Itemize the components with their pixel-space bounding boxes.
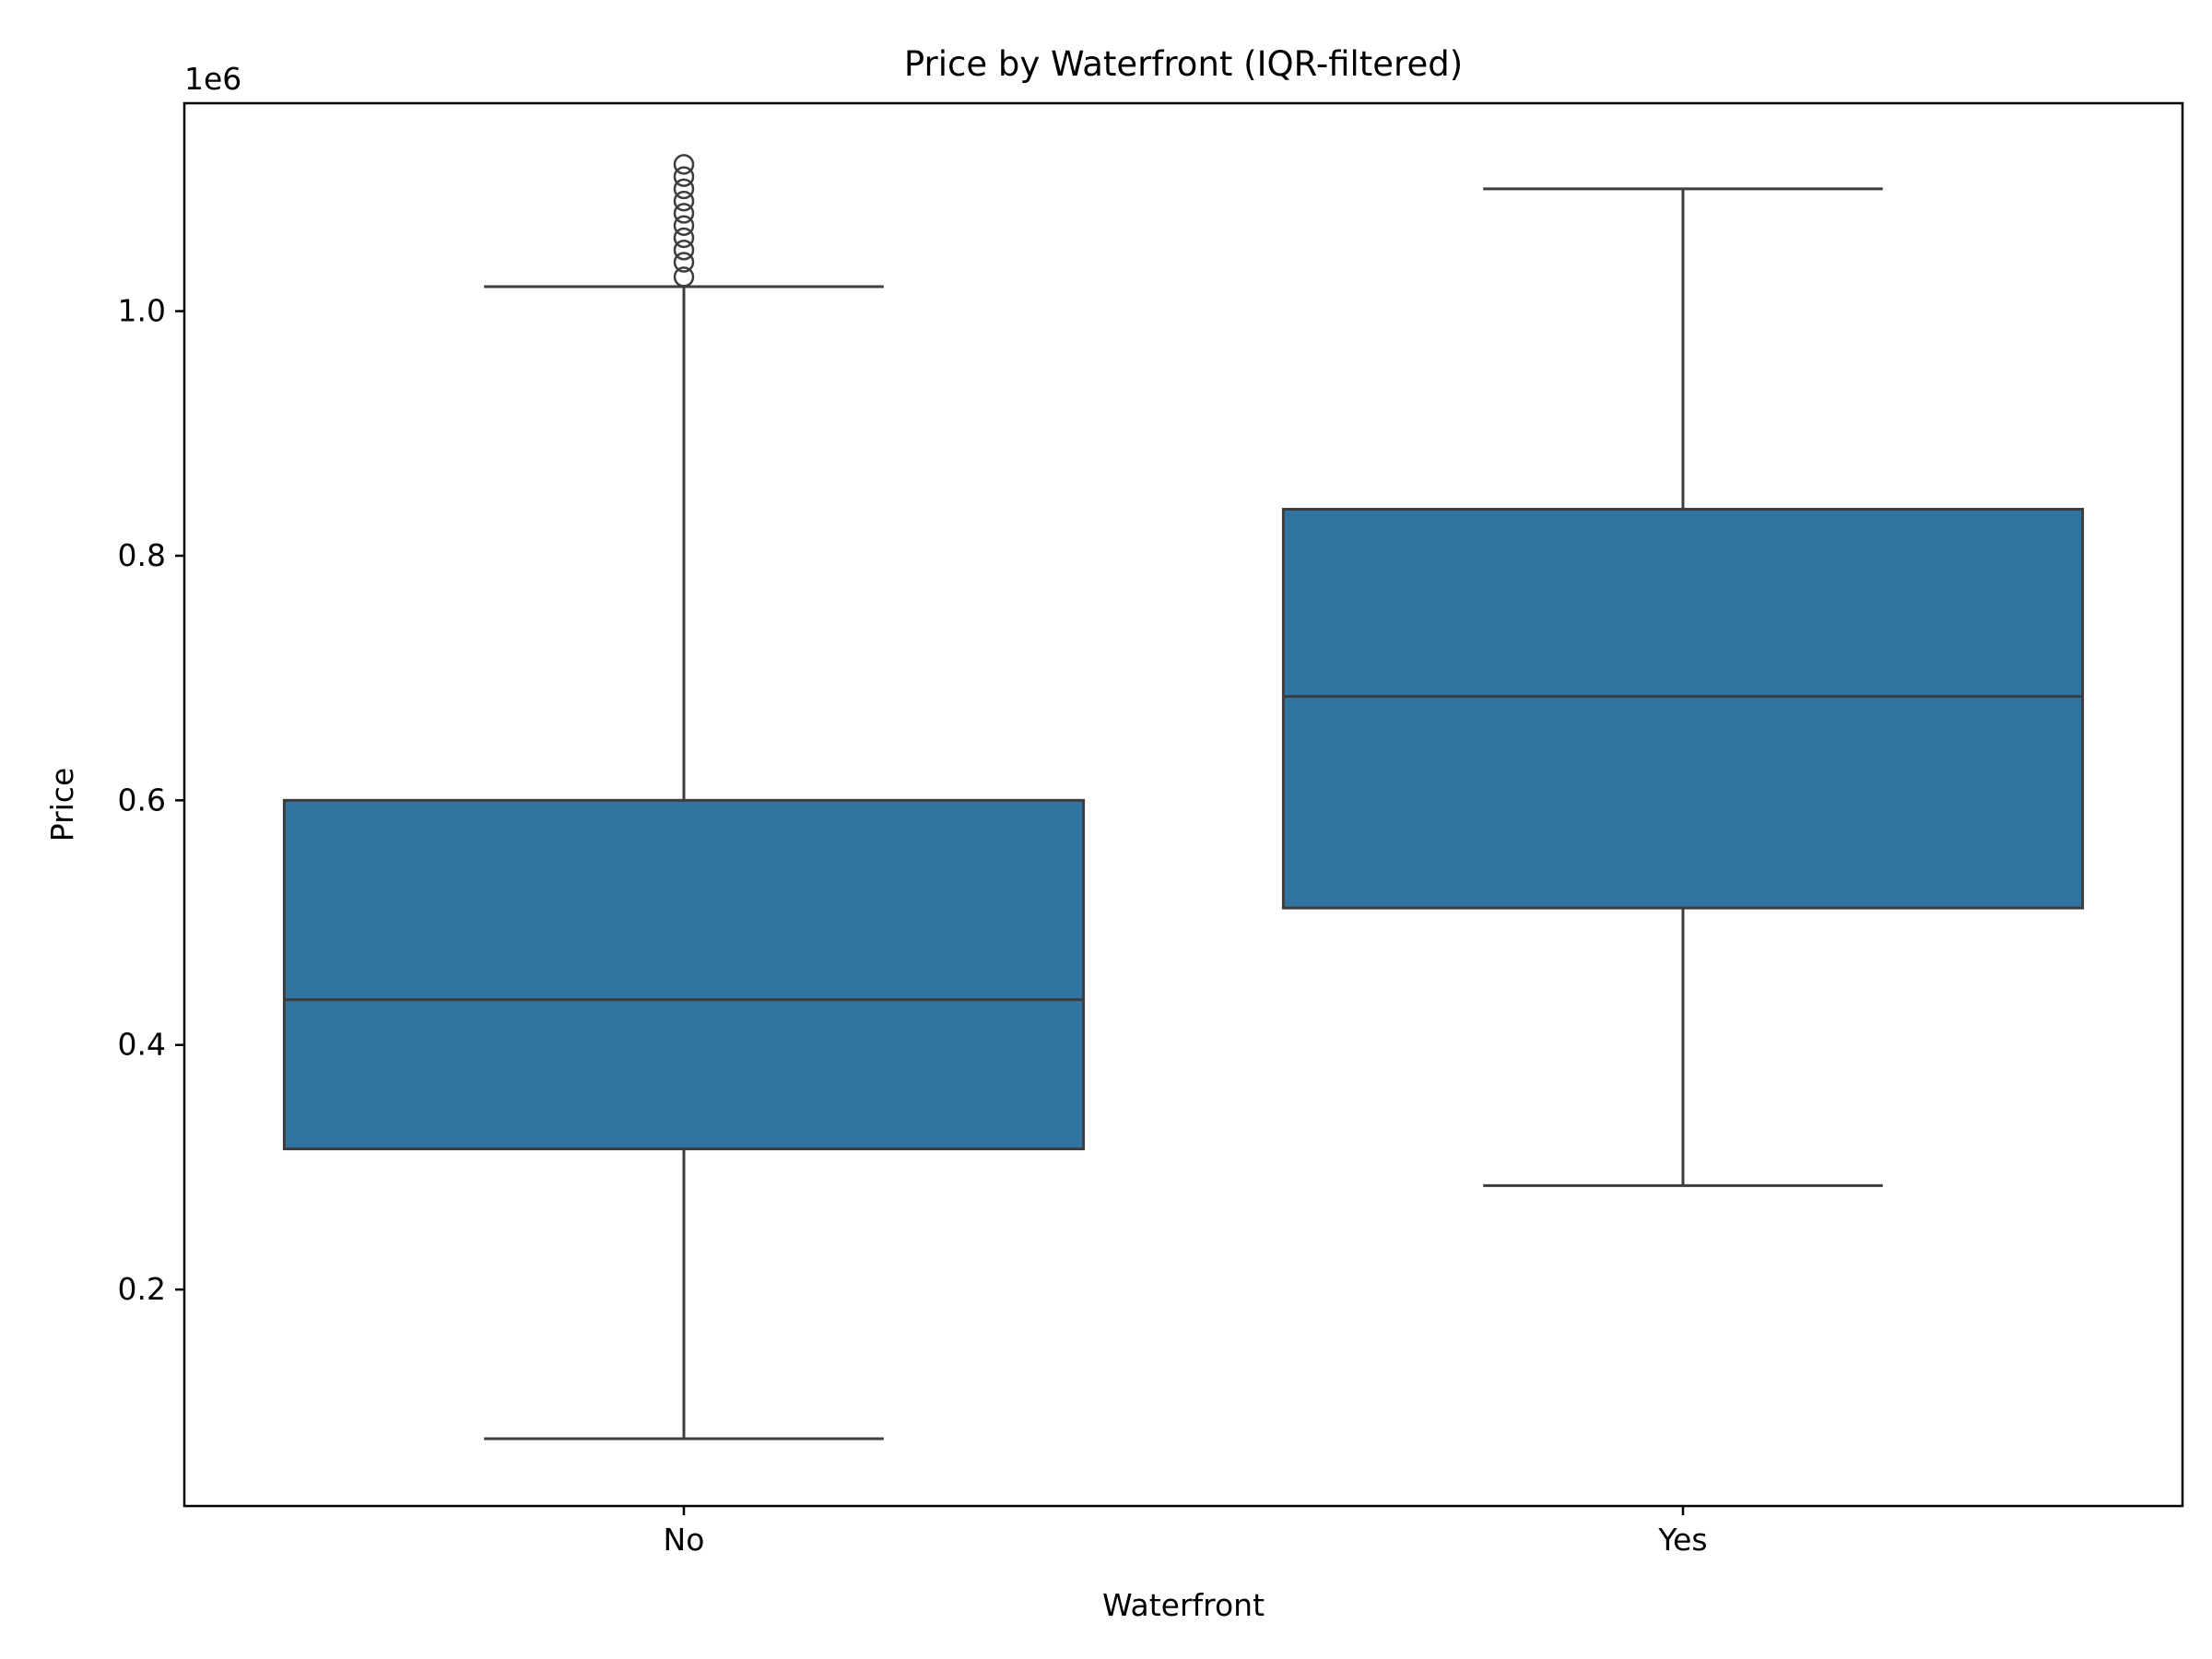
outlier-point bbox=[673, 252, 695, 273]
outlier-point bbox=[673, 239, 695, 261]
y-tick-label: 0.4 bbox=[118, 1027, 166, 1063]
outlier-point bbox=[673, 154, 695, 175]
chart-title: Price by Waterfront (IQR-filtered) bbox=[904, 44, 1463, 84]
x-tick-label: Yes bbox=[1657, 1522, 1707, 1558]
outlier-point bbox=[673, 166, 695, 187]
x-axis: No Yes bbox=[664, 1506, 1708, 1558]
y-tick-label: 0.8 bbox=[118, 537, 166, 573]
axes-frame bbox=[182, 101, 2184, 1508]
outlier-point bbox=[673, 215, 695, 236]
iqr-box bbox=[282, 798, 1086, 1151]
y-axis: 0.2 0.4 0.6 0.8 1.0 bbox=[118, 293, 184, 1307]
y-axis-label: Price bbox=[44, 768, 80, 842]
x-axis-label: Waterfront bbox=[1102, 1587, 1265, 1623]
y-tick-label: 0.2 bbox=[118, 1271, 166, 1307]
iqr-box bbox=[1281, 508, 2085, 910]
outlier-point bbox=[673, 190, 695, 212]
outlier-point bbox=[673, 178, 695, 200]
y-axis-multiplier: 1e6 bbox=[184, 61, 241, 97]
x-tick-label: No bbox=[664, 1522, 705, 1558]
plot-area bbox=[282, 154, 2085, 1441]
outlier-point bbox=[673, 227, 695, 249]
outlier-point bbox=[673, 203, 695, 224]
box-group-yes bbox=[1281, 187, 2085, 1187]
y-tick-label: 0.6 bbox=[118, 782, 166, 818]
box-group-no bbox=[282, 154, 1086, 1441]
outlier-point bbox=[673, 266, 695, 288]
y-tick-label: 1.0 bbox=[118, 293, 166, 329]
